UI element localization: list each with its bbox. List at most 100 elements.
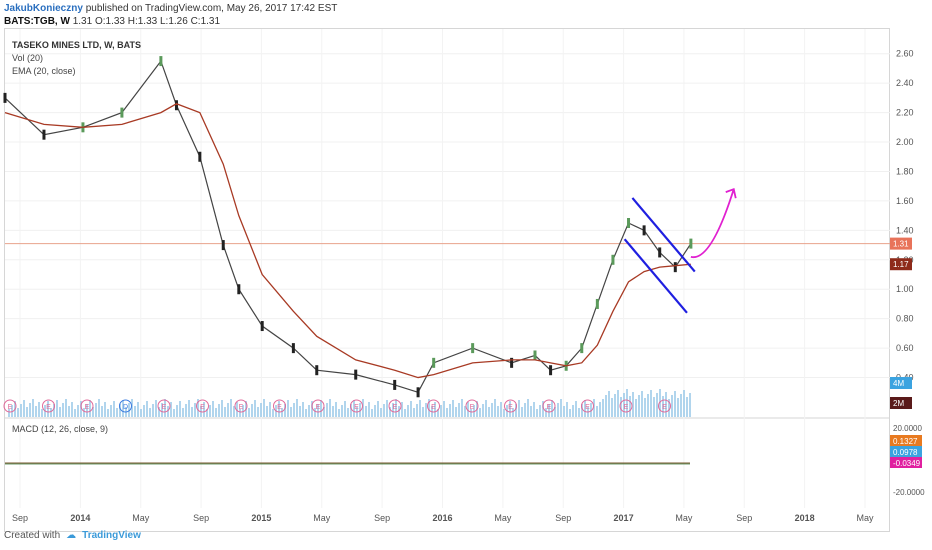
volume-bar <box>185 404 187 417</box>
event-marker[interactable] <box>658 399 671 413</box>
volume-bar <box>566 402 568 417</box>
price-series[interactable] <box>4 59 692 394</box>
event-marker-label: E <box>239 404 244 411</box>
volume-bar <box>71 402 73 417</box>
price-candle[interactable] <box>291 343 295 354</box>
price-candle[interactable] <box>611 254 615 265</box>
event-marker[interactable] <box>619 399 633 413</box>
event-marker[interactable] <box>80 399 94 413</box>
price-candle[interactable] <box>416 387 420 398</box>
channel-lower-line[interactable] <box>623 238 688 314</box>
volume-bar <box>23 400 25 417</box>
legend-title: TASEKO MINES LTD, W, BATS <box>12 40 141 50</box>
event-marker[interactable] <box>350 399 363 413</box>
price-candle[interactable] <box>432 357 436 368</box>
volume-bar <box>578 408 580 417</box>
event-marker[interactable] <box>504 399 517 413</box>
price-candle[interactable] <box>471 343 475 354</box>
volume-bar <box>338 409 340 417</box>
footer-brand[interactable]: TradingView <box>82 530 141 541</box>
volume-bar <box>557 403 559 417</box>
channel-upper-line[interactable] <box>631 197 696 273</box>
volume-bar <box>383 404 385 417</box>
volume-bar <box>182 408 184 417</box>
legend-macd[interactable]: MACD (12, 26, close, 9) <box>12 424 109 434</box>
event-marker[interactable] <box>42 399 55 413</box>
price-candle[interactable] <box>533 350 537 361</box>
volume-bar <box>536 409 538 417</box>
legend-ema[interactable]: EMA (20, close) <box>12 66 76 76</box>
price-candle[interactable] <box>120 107 124 118</box>
event-marker-label: E <box>46 404 51 411</box>
volume-bar <box>197 399 199 417</box>
volume-bar <box>11 405 13 417</box>
price-candle[interactable] <box>174 100 178 111</box>
price-candle[interactable] <box>658 247 662 258</box>
price-candle[interactable] <box>315 365 319 376</box>
price-candle[interactable] <box>510 357 514 368</box>
macd-legend: MACD (12, 26, close, 9) <box>12 423 108 436</box>
price-candle[interactable] <box>580 343 584 354</box>
event-marker[interactable] <box>388 399 402 413</box>
volume-bar <box>581 404 583 417</box>
volume-bar <box>233 406 235 417</box>
price-candle[interactable] <box>673 262 677 273</box>
event-marker[interactable] <box>427 399 440 413</box>
macd-value-bg <box>890 446 922 457</box>
volume-bar <box>512 408 514 417</box>
volume-bar <box>323 407 325 417</box>
volume-bar <box>491 403 493 417</box>
price-candle[interactable] <box>689 238 693 249</box>
event-marker[interactable] <box>157 399 171 413</box>
price-candle[interactable] <box>595 298 599 309</box>
price-candle[interactable] <box>198 151 202 162</box>
volume-bar <box>326 403 328 417</box>
author-name[interactable]: JakubKonieczny <box>4 3 83 14</box>
price-candle[interactable] <box>221 240 225 251</box>
event-marker[interactable] <box>196 399 209 413</box>
volume-bar <box>371 409 373 417</box>
footer-created: Created with <box>4 530 61 541</box>
price-candle[interactable] <box>159 56 163 67</box>
event-marker[interactable] <box>273 399 286 413</box>
ema-series[interactable] <box>4 103 691 379</box>
volume-bar <box>461 399 463 417</box>
price-candle[interactable] <box>260 321 264 332</box>
price-candle[interactable] <box>354 369 358 380</box>
volume-bar <box>509 401 511 417</box>
forecast-arrow[interactable] <box>690 188 735 258</box>
chart-header: JakubKonieczny published on TradingView.… <box>4 2 337 28</box>
volume-bar <box>149 408 151 417</box>
price-candle[interactable] <box>3 92 7 103</box>
price-tick-label: 2.60 <box>896 49 914 59</box>
volume-bar <box>482 404 484 417</box>
price-candle[interactable] <box>642 225 646 236</box>
price-candle[interactable] <box>393 379 397 390</box>
volume-bar <box>404 409 406 417</box>
volume-bar <box>191 407 193 417</box>
volume-bar <box>635 399 637 417</box>
volume-bar <box>140 409 142 417</box>
volume-bar <box>155 400 157 417</box>
event-marker[interactable] <box>119 399 132 413</box>
price-candle[interactable] <box>549 365 553 376</box>
price-candle[interactable] <box>627 218 631 228</box>
volume-bar <box>554 407 556 417</box>
event-marker-label: E <box>624 404 629 411</box>
event-marker[interactable] <box>581 399 594 413</box>
price-candle[interactable] <box>42 129 46 140</box>
event-marker[interactable] <box>542 399 556 413</box>
volume-bar <box>686 397 688 417</box>
event-marker[interactable] <box>234 399 248 413</box>
price-candle[interactable] <box>237 284 241 295</box>
event-marker[interactable] <box>311 399 325 413</box>
volume-bar <box>605 395 607 417</box>
time-tick-label: 2015 <box>251 513 271 523</box>
volume-bar <box>479 408 481 417</box>
volume-bar <box>236 402 238 417</box>
event-marker[interactable] <box>3 399 17 413</box>
event-marker[interactable] <box>465 399 479 413</box>
legend-volume[interactable]: Vol (20) <box>12 53 44 63</box>
published-text: published on TradingView.com, May 26, 20… <box>85 3 338 14</box>
